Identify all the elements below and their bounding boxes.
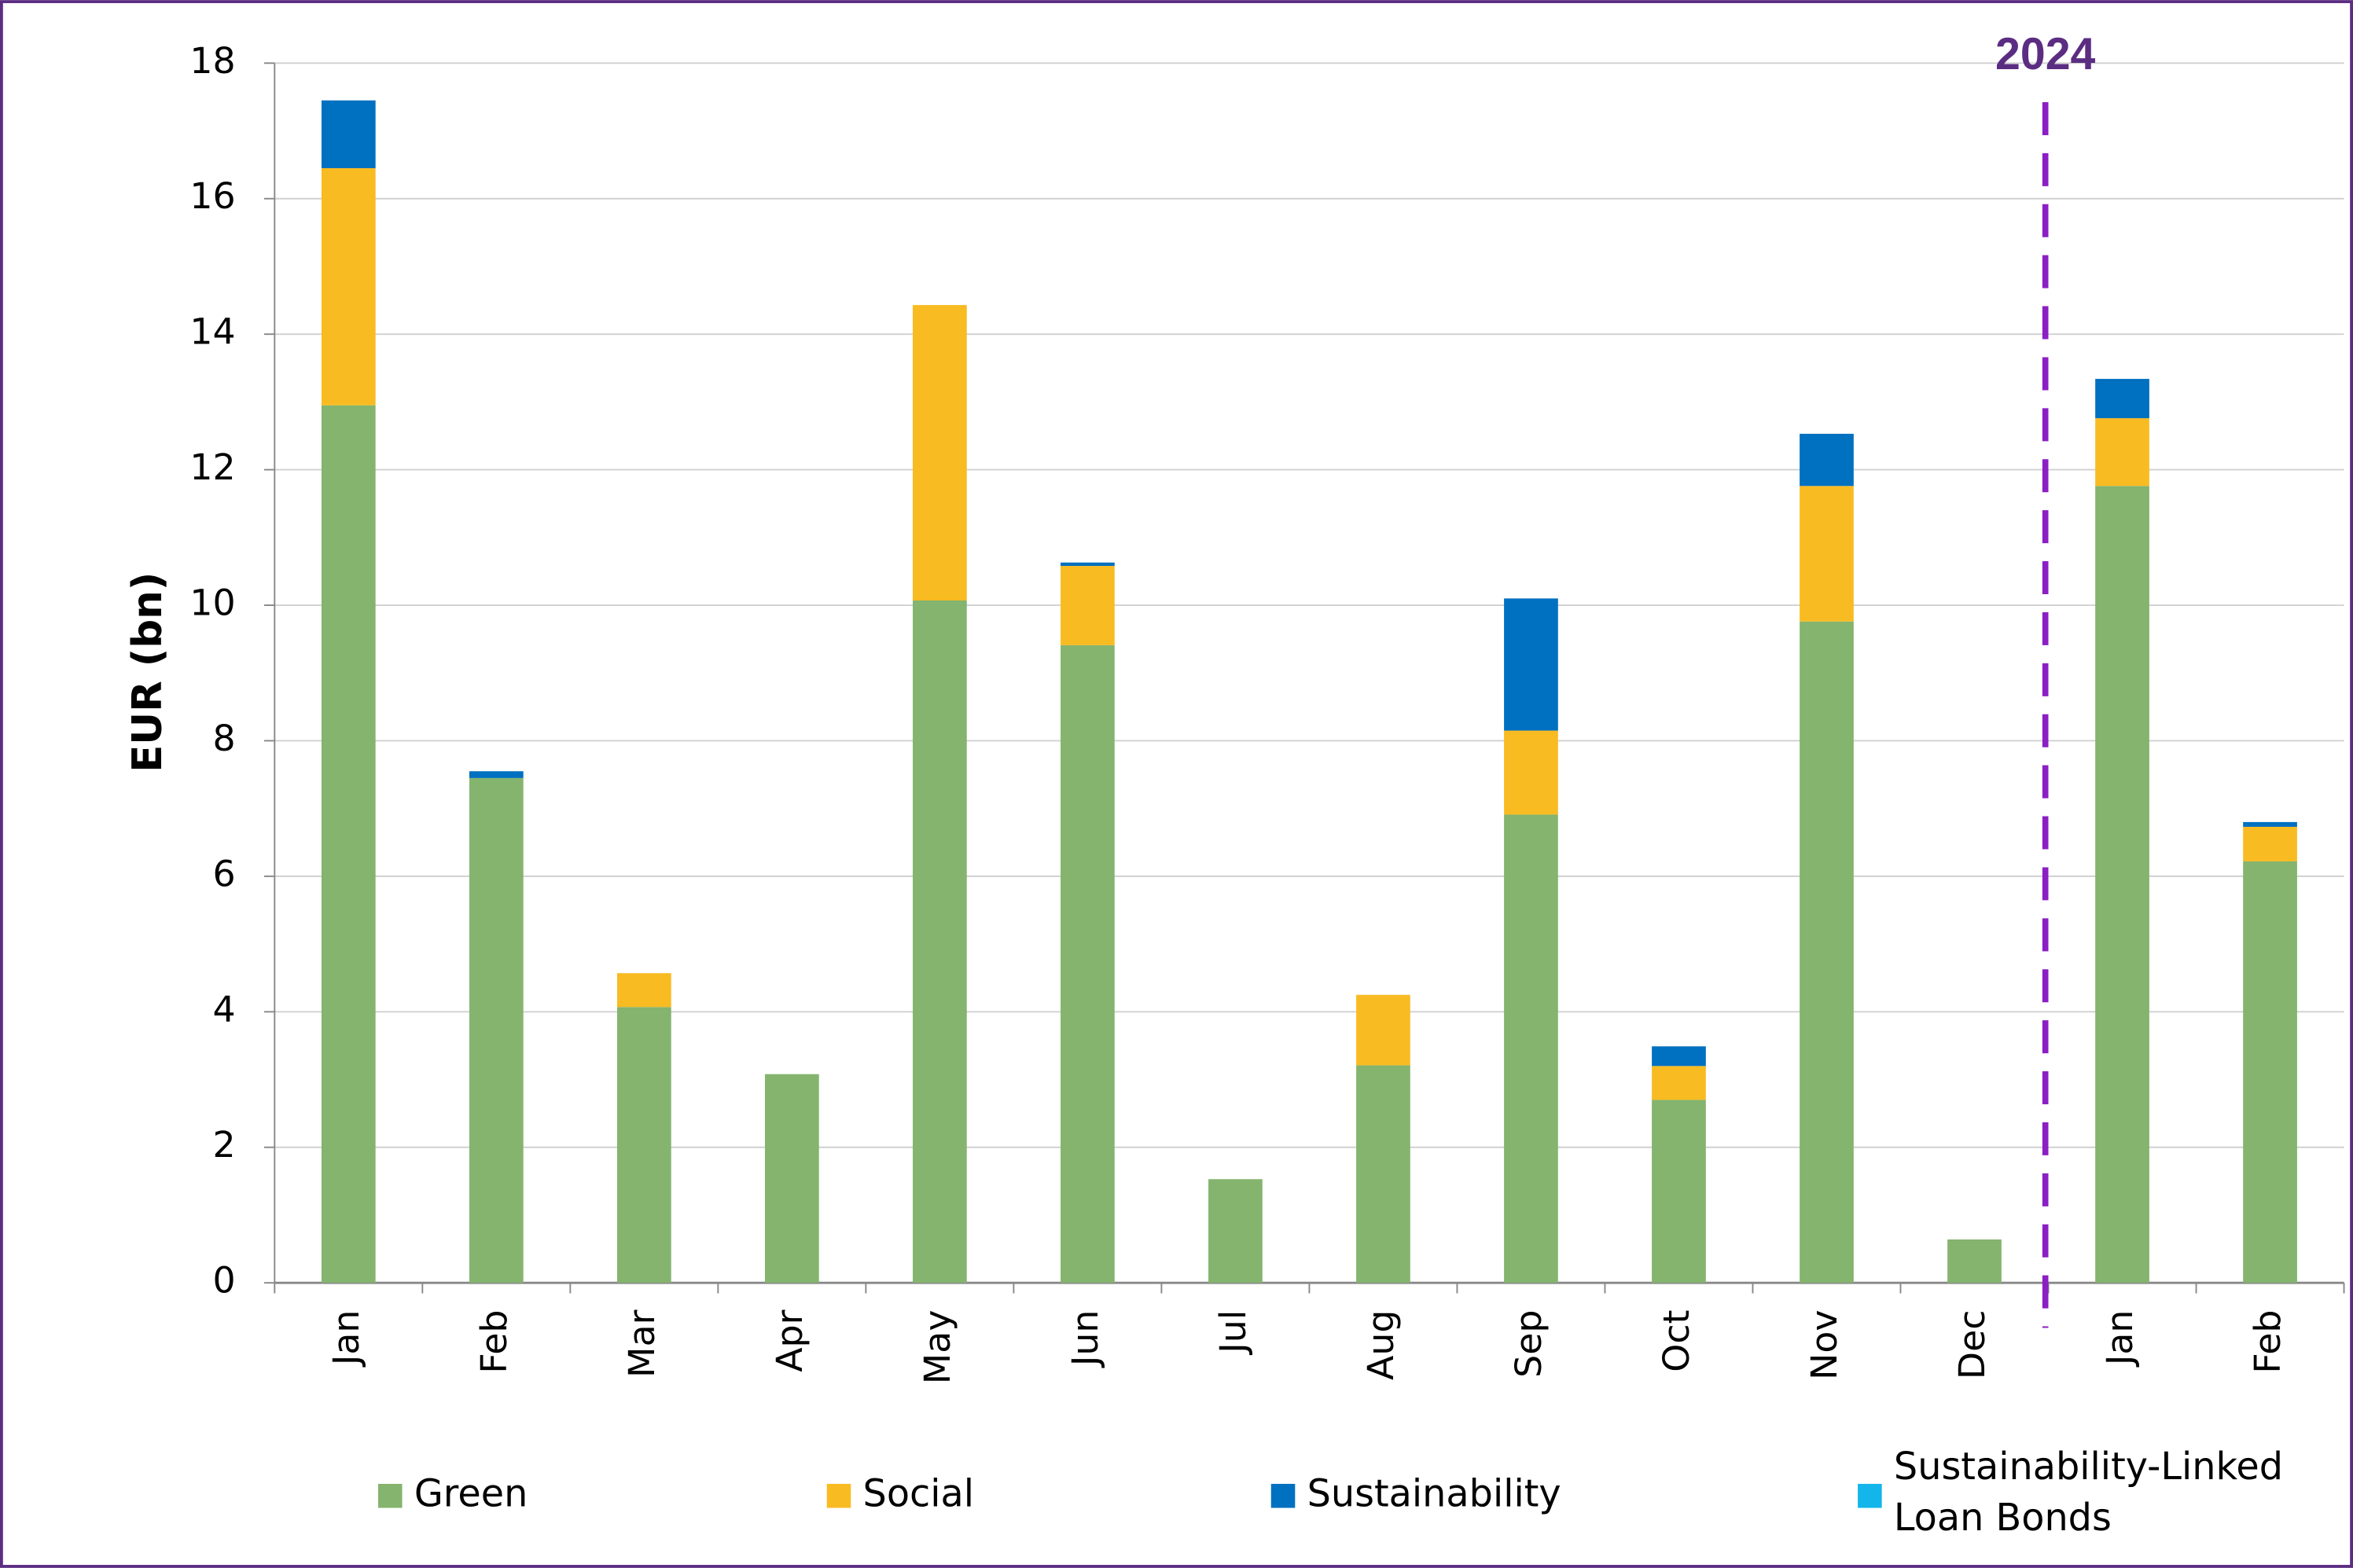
y-tick-label: 8 (213, 717, 236, 759)
bar-segment (1061, 566, 1115, 645)
bar-segment (616, 973, 671, 1008)
bar-segment (2095, 379, 2149, 419)
bar-segment (321, 167, 376, 406)
bar-segment (469, 777, 524, 1283)
legend-swatch (378, 1483, 403, 1508)
x-tick-label: Mar (620, 1309, 663, 1378)
y-tick-label: 18 (189, 39, 235, 82)
bar-segment (1800, 621, 1854, 1283)
y-tick-label: 10 (189, 582, 235, 624)
y-tick-label: 6 (213, 852, 236, 894)
legend-swatch (826, 1483, 851, 1508)
legend-label: Sustainability-Linked Loan Bonds (1893, 1445, 2284, 1540)
y-axis-title: EUR (bn) (124, 572, 171, 773)
y-tick-label: 4 (213, 988, 236, 1030)
x-tick-label: Jun (1064, 1310, 1106, 1369)
y-tick-label: 12 (189, 446, 235, 488)
legend-swatch (1858, 1483, 1882, 1508)
legend-label: Green (414, 1471, 528, 1516)
bar-segment (913, 305, 967, 600)
bar-segment (1652, 1100, 1706, 1283)
bar-segment (1504, 814, 1558, 1283)
bar-segment (616, 1007, 671, 1283)
x-tick-label: Feb (2246, 1310, 2289, 1374)
annotation: 2024 (1995, 29, 2096, 79)
x-tick-label: Jan (2098, 1310, 2141, 1368)
legend-entry: Green (414, 1471, 528, 1516)
bar-segment (1504, 730, 1558, 815)
bar-segment (1652, 1046, 1706, 1067)
x-tick-label: Sep (1507, 1310, 1550, 1378)
bar-segment (469, 771, 524, 778)
x-tick-label: Nov (1803, 1310, 1845, 1380)
x-tick-label: May (916, 1310, 958, 1385)
x-tick-label: Dec (1950, 1310, 1993, 1380)
bar-segment (1800, 433, 1854, 487)
y-tick-label: 2 (213, 1123, 236, 1166)
bar-segment (1504, 598, 1558, 731)
bar-segment (1356, 994, 1410, 1066)
bar-segment (2243, 826, 2297, 861)
y-tick-label: 14 (189, 310, 235, 353)
bar-segment (765, 1074, 819, 1283)
bar-segment (2095, 486, 2149, 1283)
bar-segment (1061, 562, 1115, 567)
bar-segment (1947, 1239, 2002, 1283)
legend-label: Social (862, 1471, 975, 1516)
bar-segment (1356, 1065, 1410, 1283)
bar-segment (913, 600, 967, 1283)
bar-segment (1800, 486, 1854, 622)
x-tick-label: Apr (768, 1309, 811, 1372)
bar-segment (1061, 644, 1115, 1283)
x-tick-label: Jul (1211, 1310, 1254, 1356)
bar-segment (1652, 1066, 1706, 1100)
legend-swatch (1270, 1483, 1296, 1508)
bar-segment (2243, 861, 2297, 1283)
bar-segment (321, 405, 376, 1283)
legend-label: Sustainability (1307, 1471, 1561, 1516)
x-tick-label: Feb (472, 1310, 515, 1374)
bar-segment (2243, 821, 2297, 827)
y-tick-label: 16 (189, 174, 235, 217)
x-tick-label: Aug (1359, 1310, 1402, 1380)
bar-segment (2095, 418, 2149, 487)
legend-entry: Sustainability (1307, 1471, 1561, 1516)
y-tick-label: 0 (213, 1259, 236, 1302)
bar-segment (1208, 1179, 1263, 1283)
legend-entry: Social (862, 1471, 975, 1516)
bar-segment (321, 100, 376, 168)
x-tick-label: Jan (325, 1310, 367, 1368)
legend-entry: Sustainability-Linked Loan Bonds (1893, 1445, 2284, 1540)
x-tick-label: Oct (1655, 1310, 1697, 1372)
